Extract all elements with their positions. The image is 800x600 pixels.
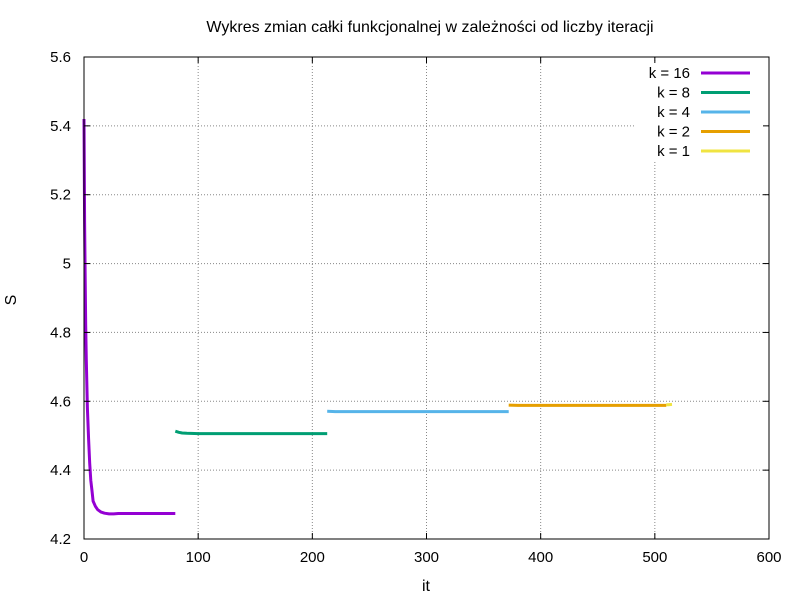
series-group: [82, 118, 673, 516]
legend-label: k = 2: [657, 124, 690, 141]
y-tick-label: 5: [63, 256, 71, 273]
y-axis-label: S: [3, 295, 20, 306]
legend-label: k = 4: [657, 104, 690, 121]
grid: [84, 57, 769, 539]
legend-label: k = 1: [657, 143, 690, 160]
legend-label: k = 8: [657, 85, 690, 102]
series-line: [174, 429, 328, 436]
y-tick-label: 4.6: [50, 393, 71, 410]
y-tick-label: 5.6: [50, 49, 71, 66]
x-tick-label: 400: [528, 549, 553, 566]
axis-ticks: 0 100 200 300 400 500 600 4.2 4.4 4.6 4.8 5 5.2 5.4 5.…: [50, 49, 781, 566]
y-tick-label: 5.4: [50, 118, 71, 135]
y-tick-label: 4.2: [50, 531, 71, 548]
x-tick-label: 300: [414, 549, 439, 566]
legend-label: k = 16: [649, 65, 690, 82]
x-axis-label: it: [422, 578, 431, 595]
x-tick-label: 100: [186, 549, 211, 566]
x-tick-label: 200: [300, 549, 325, 566]
x-tick-label: 600: [756, 549, 781, 566]
series-line: [82, 118, 176, 516]
y-tick-label: 5.2: [50, 187, 71, 204]
x-tick-label: 500: [642, 549, 667, 566]
x-tick-label: 0: [80, 549, 88, 566]
chart-title: Wykres zmian całki funkcjonalnej w zależ…: [206, 19, 653, 36]
legend: k = 16 k = 8 k = 4 k = 2 k = 1: [634, 62, 768, 160]
y-tick-label: 4.8: [50, 324, 71, 341]
y-tick-label: 4.4: [50, 462, 71, 479]
